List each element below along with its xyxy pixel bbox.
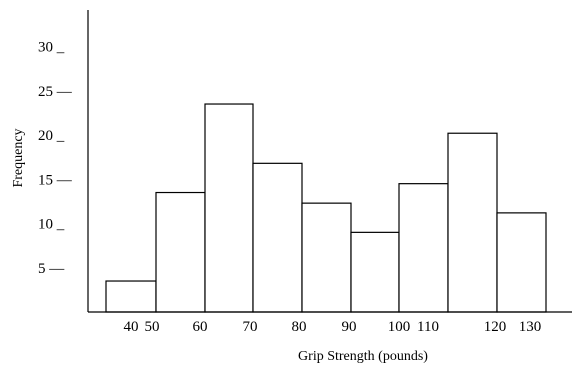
- y-tick-label: 15 —: [38, 172, 73, 188]
- histogram-bar-90-100: [350, 231, 400, 313]
- x-tick-label: 110: [417, 319, 439, 335]
- histogram-bar-70-80: [252, 162, 303, 313]
- histogram-bar-40-50: [105, 280, 157, 313]
- histogram-bar-50-60: [155, 191, 206, 313]
- y-tick-label: 25 —: [38, 84, 73, 100]
- x-axis-label: Grip Strength (pounds): [298, 349, 428, 364]
- y-axis-label: Frequency: [11, 128, 26, 187]
- histogram-bars: [105, 103, 547, 313]
- y-tick-label: 30 _: [38, 40, 65, 56]
- histogram-bar-60-70: [204, 103, 254, 313]
- x-tick-label: 90: [342, 319, 357, 335]
- y-tick-labels: 5 — 10 _ 15 — 20 _ 25 — 30 _: [38, 40, 73, 277]
- x-tick-label: 80: [292, 319, 307, 335]
- x-tick-label: 70: [243, 319, 258, 335]
- y-tick-label: 20 _: [38, 128, 65, 144]
- x-tick-label: 50: [145, 319, 160, 335]
- x-tick-label: 120: [484, 319, 507, 335]
- x-tick-labels: 40 50 60 70 80 90 100 110 120 130: [124, 319, 542, 335]
- x-tick-label: 40: [124, 319, 139, 335]
- histogram-bar-120-130: [496, 212, 547, 313]
- x-tick-label: 100: [388, 319, 411, 335]
- x-tick-label: 130: [519, 319, 542, 335]
- x-tick-label: 60: [193, 319, 208, 335]
- y-tick-label: 5 —: [38, 261, 65, 277]
- histogram-bar-100-110: [398, 183, 449, 313]
- y-tick-label: 10 _: [38, 217, 65, 233]
- histogram-bar-110-120: [447, 132, 498, 313]
- histogram-bar-80-90: [301, 202, 352, 313]
